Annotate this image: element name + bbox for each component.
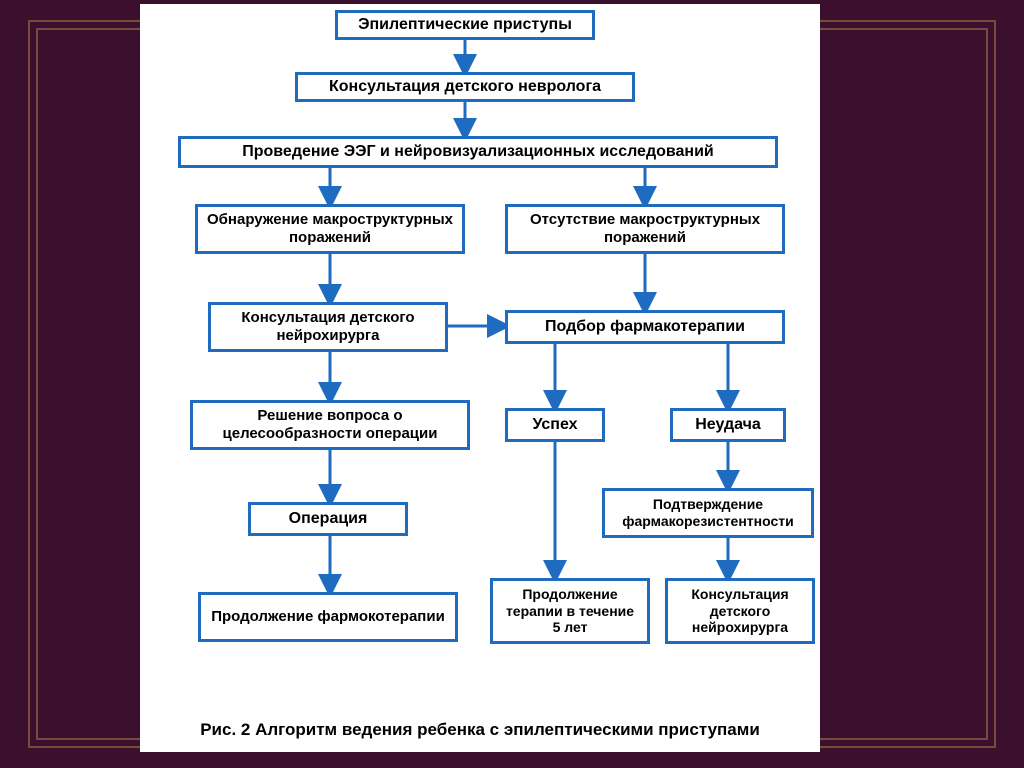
flow-node-n14: Продолжение терапии в течение 5 лет — [490, 578, 650, 644]
flow-node-n1: Эпилептические приступы — [335, 10, 595, 40]
flow-node-n9: Успех — [505, 408, 605, 442]
flow-node-n6: Консультация детского нейрохирурга — [208, 302, 448, 352]
flow-node-n3: Проведение ЭЭГ и нейровизуализационных и… — [178, 136, 778, 168]
flow-node-n15: Консультация детского нейрохирурга — [665, 578, 815, 644]
figure-caption: Рис. 2 Алгоритм ведения ребенка с эпилеп… — [160, 720, 800, 740]
flow-node-n2: Консультация детского невролога — [295, 72, 635, 102]
flow-node-n7: Подбор фармакотерапии — [505, 310, 785, 344]
flow-node-n11: Операция — [248, 502, 408, 536]
flow-node-n10: Неудача — [670, 408, 786, 442]
flow-node-n8: Решение вопроса о целесообразности опера… — [190, 400, 470, 450]
flow-node-n4: Обнаружение макроструктурных поражений — [195, 204, 465, 254]
flowchart-canvas: Рис. 2 Алгоритм ведения ребенка с эпилеп… — [140, 4, 820, 752]
flow-node-n13: Продолжение фармокотерапии — [198, 592, 458, 642]
flow-node-n5: Отсутствие макроструктурных поражений — [505, 204, 785, 254]
flow-node-n12: Подтверждение фармакорезистентности — [602, 488, 814, 538]
